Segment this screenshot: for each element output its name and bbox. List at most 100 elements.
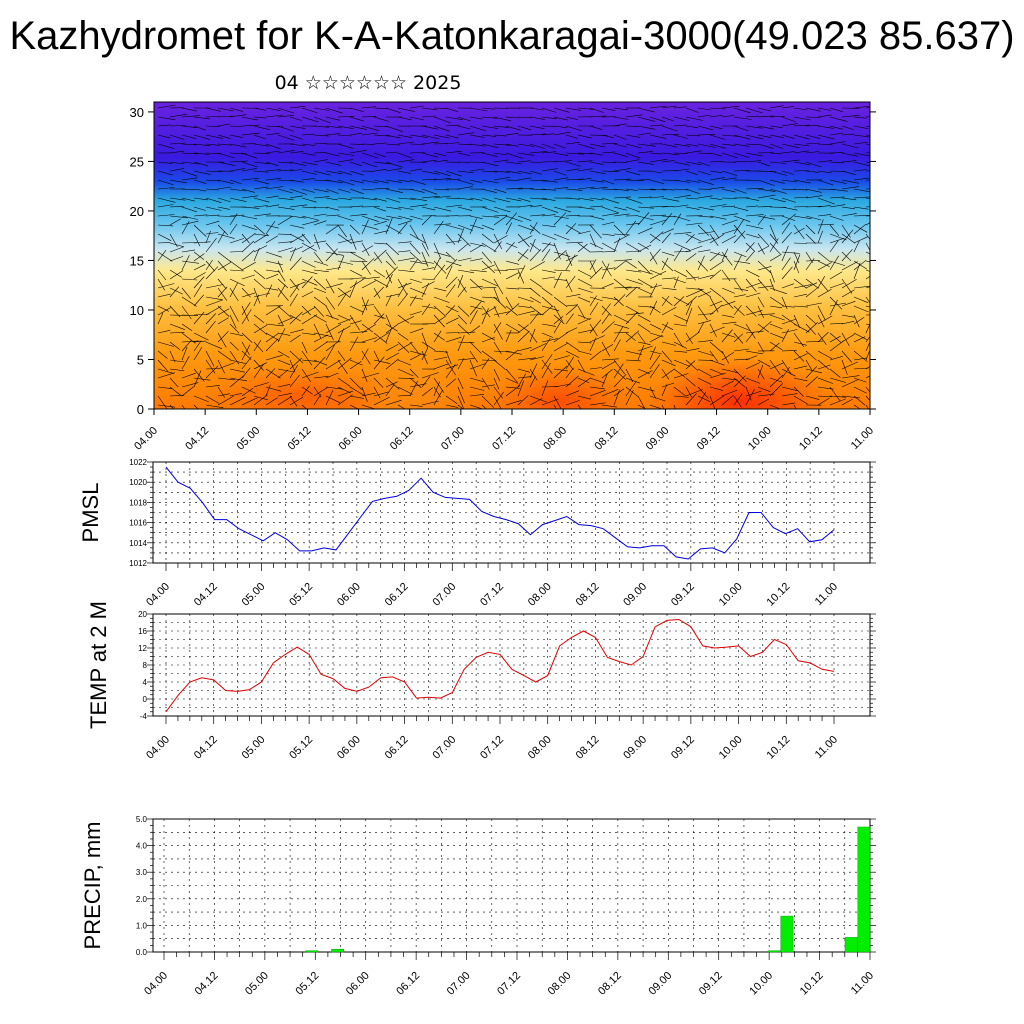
wind-barb <box>433 116 452 124</box>
wind-barb <box>589 125 603 130</box>
wind-barb <box>733 215 751 222</box>
wind-barb <box>625 359 641 362</box>
wind-barb <box>865 395 870 402</box>
x-tick-label: 10.00 <box>717 734 745 762</box>
wind-barb <box>229 143 247 148</box>
wind-barb <box>709 143 726 149</box>
wind-barb <box>253 116 267 119</box>
wind-barb <box>817 331 829 343</box>
wind-barb <box>169 246 184 253</box>
wind-barb <box>841 279 857 289</box>
wind-barb <box>265 178 281 181</box>
wind-barb <box>493 188 507 193</box>
wind-barb <box>805 134 821 139</box>
wind-barb <box>637 345 653 352</box>
wind-barb <box>637 260 651 274</box>
wind-barb <box>565 223 577 235</box>
wind-barb <box>205 404 224 409</box>
wind-barb <box>673 188 689 191</box>
wind-barb <box>265 221 276 235</box>
wind-barb <box>385 168 402 172</box>
wind-barb <box>697 255 705 271</box>
wind-barb <box>781 329 789 343</box>
wind-barb <box>289 395 298 407</box>
wind-barb <box>661 133 680 136</box>
wind-barb <box>349 359 363 366</box>
wind-barb <box>313 341 328 352</box>
wind-barb <box>493 278 504 295</box>
wind-barb <box>577 178 592 181</box>
wind-barb <box>289 134 303 140</box>
x-tick-label: 06.12 <box>388 425 416 453</box>
wind-barb <box>181 220 190 235</box>
wind-barb <box>181 260 200 264</box>
wind-barb <box>445 305 456 316</box>
wind-barb <box>685 206 700 210</box>
wind-barb <box>853 305 869 313</box>
wind-barb <box>781 106 794 109</box>
wind-barb <box>601 341 611 357</box>
wind-barb <box>577 243 588 253</box>
wind-barb <box>241 356 252 370</box>
wind-barb <box>673 204 689 208</box>
wind-barb <box>853 134 870 138</box>
wind-barb <box>793 150 809 154</box>
wind-barb <box>601 321 615 334</box>
wind-barb <box>505 385 521 397</box>
y-tick-label: 4 <box>143 678 148 687</box>
wind-barb <box>373 332 390 343</box>
wind-barb <box>337 394 353 406</box>
wind-barb <box>625 278 643 285</box>
wind-barb <box>697 368 712 377</box>
wind-barb <box>385 352 400 361</box>
wind-barb <box>445 404 459 408</box>
wind-barb <box>325 116 341 121</box>
wind-barb <box>613 373 627 388</box>
wind-barb <box>817 114 832 118</box>
wind-barb <box>289 188 307 195</box>
wind-barb <box>721 377 738 381</box>
wind-barb <box>673 296 685 307</box>
plot-frame <box>152 613 871 717</box>
wind-barb <box>529 368 538 381</box>
wind-barb <box>565 375 579 388</box>
wind-barb <box>661 368 670 380</box>
wind-barb <box>373 187 390 190</box>
warm-core <box>650 357 830 409</box>
wind-barb <box>241 302 251 316</box>
wind-barb <box>301 233 311 244</box>
wind-barb <box>505 349 519 361</box>
wind-barb <box>865 335 870 343</box>
wind-barb <box>685 377 696 387</box>
wind-barb <box>805 206 822 208</box>
wind-barb <box>277 115 295 118</box>
wind-barb <box>205 321 216 334</box>
wind-barb <box>469 197 483 201</box>
y-tick-label: 30 <box>130 105 144 120</box>
wind-barb <box>505 268 524 271</box>
wind-barb <box>661 105 677 109</box>
wind-barb <box>565 254 576 271</box>
wind-barb <box>529 224 541 234</box>
wind-barb <box>301 332 316 335</box>
wind-barb <box>205 341 223 350</box>
wind-barb <box>217 331 229 343</box>
wind-barb <box>481 152 498 157</box>
wind-barb <box>241 261 257 271</box>
wind-barb <box>577 230 591 235</box>
wind-barb <box>685 197 699 200</box>
wind-barb <box>709 177 725 181</box>
wind-barb <box>529 312 540 325</box>
wind-barb <box>805 286 819 298</box>
wind-barb <box>469 285 483 289</box>
wind-barb <box>193 284 203 298</box>
precip-bar <box>780 915 794 953</box>
wind-barb <box>697 231 715 235</box>
wind-barb <box>469 301 482 316</box>
wind-barb <box>493 233 503 250</box>
wind-barb <box>589 233 597 248</box>
wind-barb <box>265 132 280 136</box>
wind-barb <box>397 341 413 352</box>
wind-barb <box>589 187 608 190</box>
wind-barb <box>625 386 638 397</box>
